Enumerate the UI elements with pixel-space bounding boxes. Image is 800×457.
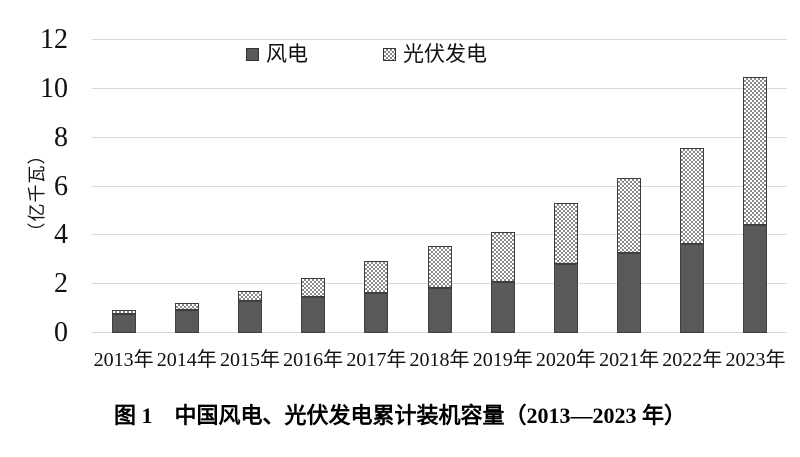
bar-segment-风电-2014年: [174, 309, 199, 333]
gridline-4: [92, 234, 787, 236]
gridline-8: [92, 136, 787, 138]
y-axis-ticks: 0 2 4 6 8 10 12: [0, 26, 68, 347]
bar-stack-2017年: [364, 261, 389, 333]
bar-column-2015年: [218, 40, 281, 333]
y-tick-label-2: 2: [54, 268, 68, 300]
bar-segment-光伏发电-2013年: [111, 309, 136, 315]
x-axis-label-2013年: 2013年: [93, 349, 154, 371]
bar-column-2013年: [92, 40, 155, 333]
figure-caption: 图 1 中国风电、光伏发电累计装机容量（2013—2023 年）: [113, 403, 686, 428]
x-axis-label-2017年: 2017年: [346, 349, 407, 371]
bar-stack-2014年: [174, 302, 199, 333]
plot-area: [92, 39, 787, 333]
bar-segment-光伏发电-2022年: [680, 147, 705, 244]
x-axis-label-2015年: 2015年: [219, 349, 280, 371]
y-tick-label-0: 0: [54, 317, 68, 348]
legend-swatch-wind: [246, 48, 259, 61]
bar-column-2022年: [661, 40, 724, 333]
x-axis-label-2016年: 2016年: [283, 349, 344, 371]
bars-layer: [92, 40, 787, 333]
y-tick-label-8: 8: [54, 121, 68, 153]
legend: 风电 光伏发电: [246, 44, 487, 65]
x-axis-label-2019年: 2019年: [472, 349, 533, 371]
bar-stack-2021年: [617, 178, 642, 333]
bar-column-2020年: [534, 40, 597, 333]
y-tick-label-10: 10: [40, 72, 68, 104]
legend-label-wind: 风电: [266, 42, 308, 66]
x-axis-label-2022年: 2022年: [662, 349, 723, 371]
x-axis-labels: 2013年 2014年 2015年 2016年 2017年 2018年 2019年 2020年…: [92, 343, 787, 372]
legend-item-wind: 风电: [246, 44, 308, 65]
bar-segment-风电-2021年: [617, 252, 642, 333]
legend-label-pv: 光伏发电: [403, 42, 487, 66]
bar-column-2014年: [155, 40, 218, 333]
bar-segment-风电-2015年: [237, 301, 262, 333]
bar-segment-风电-2019年: [490, 281, 515, 333]
bar-segment-光伏发电-2014年: [174, 302, 199, 310]
bar-column-2023年: [724, 40, 787, 333]
bar-segment-风电-2020年: [553, 264, 578, 333]
bar-segment-光伏发电-2021年: [617, 178, 642, 253]
bar-column-2021年: [598, 40, 661, 333]
bar-stack-2015年: [237, 290, 262, 333]
bar-column-2019年: [471, 40, 534, 333]
y-tick-label-12: 12: [40, 24, 68, 55]
bar-segment-风电-2018年: [427, 288, 452, 333]
bar-stack-2019年: [490, 231, 515, 333]
bar-stack-2023年: [743, 76, 768, 333]
bar-column-2016年: [282, 40, 345, 333]
bar-segment-风电-2017年: [364, 292, 389, 333]
bar-segment-光伏发电-2016年: [301, 277, 326, 297]
bar-stack-2020年: [553, 202, 578, 333]
x-axis-label-2014年: 2014年: [156, 349, 217, 371]
x-axis-label-2023年: 2023年: [725, 349, 786, 371]
bar-stack-2016年: [301, 277, 326, 333]
x-axis-label-2020年: 2020年: [535, 349, 596, 371]
bar-segment-光伏发电-2017年: [364, 261, 389, 293]
bar-segment-光伏发电-2019年: [490, 231, 515, 282]
legend-item-pv: 光伏发电: [383, 44, 487, 65]
y-tick-label-6: 6: [54, 170, 68, 202]
x-axis-label-2018年: 2018年: [409, 349, 470, 371]
bar-segment-风电-2023年: [743, 225, 768, 333]
bar-segment-风电-2013年: [111, 314, 136, 333]
bar-stack-2022年: [680, 147, 705, 333]
legend-swatch-pv: [383, 48, 396, 61]
bar-segment-光伏发电-2020年: [553, 202, 578, 265]
gridline-6: [92, 185, 787, 187]
x-axis-label-2021年: 2021年: [599, 349, 660, 371]
bar-column-2018年: [408, 40, 471, 333]
bar-segment-风电-2016年: [301, 296, 326, 333]
bar-column-2017年: [345, 40, 408, 333]
bar-segment-光伏发电-2015年: [237, 290, 262, 302]
bar-segment-光伏发电-2023年: [743, 76, 768, 226]
gridline-12: [92, 39, 787, 40]
y-tick-label-4: 4: [54, 219, 68, 251]
bar-stack-2018年: [427, 245, 452, 333]
gridline-10: [92, 87, 787, 89]
bar-stack-2013年: [111, 309, 136, 333]
bar-segment-风电-2022年: [680, 243, 705, 333]
bar-segment-光伏发电-2018年: [427, 245, 452, 289]
